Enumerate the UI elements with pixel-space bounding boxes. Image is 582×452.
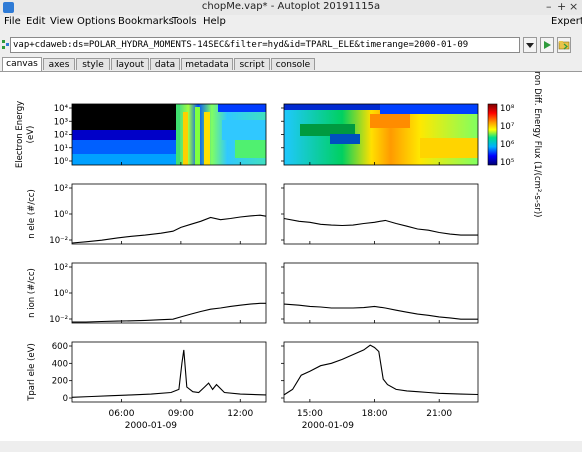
x-tick-label-right-1: 18:00 (362, 409, 388, 419)
tab-canvas[interactable]: canvas (2, 57, 42, 71)
plot-panels: 10⁴ 10³ 10² 10¹ 10⁰ Electron Energy (eV) 10² 10⁰… (15, 101, 479, 431)
series-line-right-1 (283, 217, 478, 236)
y-tick-label-2-2: 10⁻² (49, 315, 68, 325)
y-tick-label-2-1: 10⁰ (54, 289, 69, 299)
panel-frame-left-2 (71, 262, 267, 324)
menu-help[interactable]: Help (203, 16, 226, 27)
app-icon (3, 2, 14, 13)
y-tick-label-0-3: 10¹ (54, 144, 68, 154)
panel-frame-left-3 (71, 341, 267, 403)
close-button[interactable]: × (569, 0, 579, 13)
series-line-left-3 (71, 349, 267, 398)
folder-icon (558, 41, 570, 50)
menu-view[interactable]: View (50, 16, 74, 27)
y-axis-label-line1: Electron Energy (15, 101, 25, 168)
tab-layout[interactable]: layout (111, 58, 149, 70)
tab-console[interactable]: console (271, 58, 315, 70)
y-tick-label-3-2: 200 (52, 377, 68, 387)
y-tick-label-3-3: 0 (63, 394, 68, 404)
y-tick-label-0-2: 10² (54, 131, 68, 141)
menu-bar: File Edit View Options Bookmarks Tools H… (0, 15, 582, 30)
plot-figure: 10⁴ 10³ 10² 10¹ 10⁰ Electron Energy (eV) 10² 10⁰… (15, 51, 542, 431)
panel-frame-right-2 (283, 262, 479, 324)
tab-data[interactable]: data (150, 58, 180, 70)
tab-metadata[interactable]: metadata (181, 58, 233, 70)
colorbar-tick-label-2: 10⁶ (500, 140, 515, 150)
y-tick-label-0-0: 10⁴ (54, 104, 69, 114)
y-tick-label-1-0: 10² (54, 184, 68, 194)
go-button[interactable] (540, 37, 554, 53)
series-line-right-2 (283, 303, 478, 320)
tab-axes[interactable]: axes (43, 58, 75, 70)
spectrogram-left (72, 104, 266, 165)
y-axis-label-3: Tparl ele (eV) (27, 343, 37, 402)
menu-expert[interactable]: Expert (551, 16, 582, 27)
y-axis-label-1: n ele (#/cc) (27, 189, 37, 239)
x-tick-label-left-1: 09:00 (168, 409, 194, 419)
x-date-label-left: 2000-01-09 (125, 421, 178, 431)
panel-frame-right-1 (283, 183, 479, 245)
colorbar-ticks: 10⁸ 10⁷ 10⁶ 10⁵ (500, 104, 515, 168)
panel-frame-right-3 (283, 341, 479, 403)
y-tick-label-3-0: 600 (52, 342, 68, 352)
y-axis-label-2: n ion (#/cc) (27, 268, 37, 318)
plot-canvas[interactable]: 10⁴ 10³ 10² 10¹ 10⁰ Electron Energy (eV) 10² 10⁰… (0, 51, 582, 441)
data-source-icon (2, 40, 9, 49)
uri-dropdown-button[interactable] (523, 37, 537, 53)
menu-tools[interactable]: Tools (172, 16, 197, 27)
series-line-left-1 (71, 214, 267, 244)
x-tick-label-right-0: 15:00 (297, 409, 323, 419)
menu-file[interactable]: File (4, 16, 21, 27)
chevron-down-icon (526, 43, 534, 48)
y-tick-label-0-1: 10³ (54, 117, 68, 127)
colorbar-tick-label-3: 10⁵ (500, 158, 514, 168)
series-line-left-2 (72, 302, 266, 323)
title-bar: chopMe.vap* - Autoplot 20191115a – + × (0, 0, 582, 16)
minimize-button[interactable]: – (546, 0, 552, 13)
menu-edit[interactable]: Edit (26, 16, 46, 27)
uri-input[interactable]: vap+cdaweb:ds=POLAR_HYDRA_MOMENTS-14SEC&… (10, 37, 520, 53)
colorbar-label: Electron Diff. Energy Flux (1/(cm²-s-sr)… (532, 72, 542, 217)
y-axis-label-line2: (eV) (26, 126, 36, 144)
y-tick-label-2-0: 10² (54, 263, 68, 273)
tab-style[interactable]: style (76, 58, 110, 70)
menu-options[interactable]: Options (77, 16, 116, 27)
browse-button[interactable] (557, 37, 571, 53)
spectrogram-right (284, 104, 478, 165)
menu-bookmarks[interactable]: Bookmarks (118, 16, 174, 27)
colorbar-tick-label-0: 10⁸ (500, 104, 515, 114)
y-tick-label-0-4: 10⁰ (54, 157, 69, 167)
x-tick-label-right-2: 21:00 (426, 409, 452, 419)
maximize-button[interactable]: + (557, 0, 567, 13)
tab-script[interactable]: script (234, 58, 270, 70)
play-icon (544, 41, 551, 49)
panel-frame-left-1 (71, 183, 267, 245)
address-bar: vap+cdaweb:ds=POLAR_HYDRA_MOMENTS-14SEC&… (0, 35, 582, 57)
tab-strip: canvas axes style layout data metadata s… (0, 57, 582, 71)
window-title: chopMe.vap* - Autoplot 20191115a (201, 1, 381, 12)
series-line-right-3 (283, 344, 479, 396)
x-date-label-right: 2000-01-09 (302, 421, 355, 431)
y-tick-label-1-2: 10⁻² (49, 236, 68, 246)
y-tick-label-3-1: 400 (52, 359, 68, 369)
x-tick-label-left-2: 12:00 (227, 409, 253, 419)
colorbar (487, 103, 498, 166)
y-tick-label-1-1: 10⁰ (54, 210, 69, 220)
colorbar-tick-label-1: 10⁷ (500, 122, 515, 132)
x-tick-label-left-0: 06:00 (109, 409, 135, 419)
